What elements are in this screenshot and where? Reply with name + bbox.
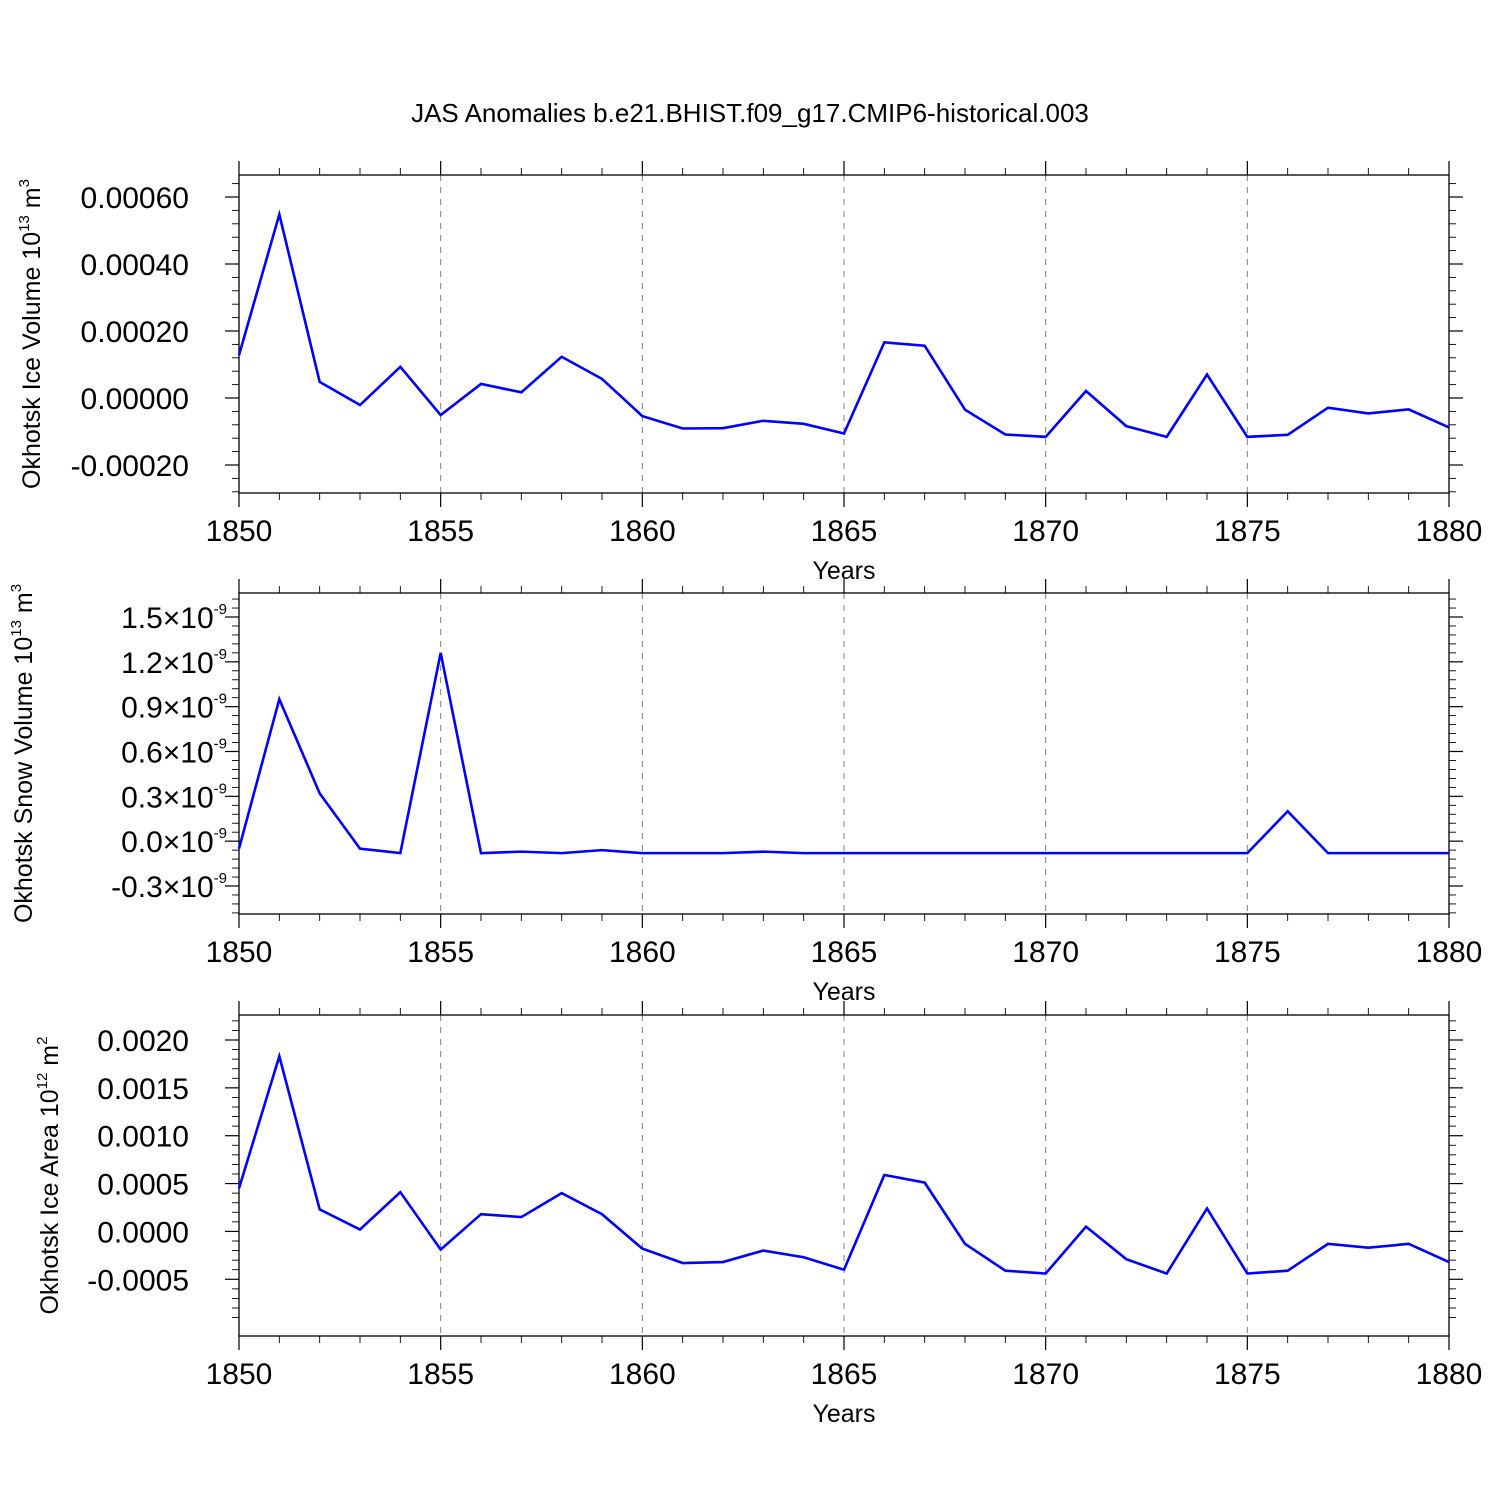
y-tick-label: 0.00020 [81, 316, 189, 349]
x-tick-label: 1880 [1416, 1358, 1483, 1391]
y-tick-label: -0.00020 [71, 450, 189, 483]
figure-title: JAS Anomalies b.e21.BHIST.f09_g17.CMIP6-… [411, 98, 1089, 128]
x-tick-label: 1855 [407, 515, 474, 548]
chart-panel-3: 1850 1855 1860 1865 1870 1875 1880 Years -0.0005… [34, 1001, 1482, 1428]
y-tick-label: 0.0×10-9 [121, 825, 227, 859]
x-tick-label: 1865 [811, 936, 878, 969]
x-tick-label: 1855 [407, 1358, 474, 1391]
x-tick-label: 1860 [609, 515, 676, 548]
x-axis-label: Years [812, 1400, 875, 1428]
x-tick-label: 1870 [1012, 936, 1079, 969]
y-tick-label: 0.3×10-9 [121, 780, 227, 814]
chart-panel-2: 1850 1855 1860 1865 1870 1875 1880Years-0.3×10… [8, 579, 1482, 1006]
y-tick-label: 0.0015 [97, 1073, 189, 1106]
y-tick-label: 0.00040 [81, 249, 189, 282]
x-tick-label: 1855 [407, 936, 474, 969]
y-tick-label: 0.6×10-9 [121, 736, 227, 770]
x-tick-label: 1880 [1416, 515, 1483, 548]
x-tick-label: 1870 [1012, 515, 1079, 548]
x-tick-label: 1870 [1012, 1358, 1079, 1391]
x-tick-label: 1865 [811, 515, 878, 548]
y-tick-label: 0.9×10-9 [121, 691, 227, 725]
chart-panels: 1850 1855 1860 1865 1870 1875 1880 Years -0.0002… [8, 161, 1482, 1428]
x-tick-label: 1880 [1416, 936, 1483, 969]
x-tick-label: 1850 [206, 1358, 273, 1391]
y-tick-label: 0.0000 [97, 1216, 189, 1249]
y-tick-label: 1.5×10-9 [121, 601, 227, 635]
x-tick-label: 1860 [609, 1358, 676, 1391]
y-tick-label: 0.0005 [97, 1169, 189, 1202]
y-axis-label: Okhotsk Snow Volume 1013 m3 [8, 584, 38, 923]
y-axis-label: Okhotsk Ice Area 1012 m2 [34, 1037, 64, 1315]
x-tick-label: 1850 [206, 936, 273, 969]
y-tick-label: -0.3×10-9 [111, 870, 227, 904]
x-tick-label: 1875 [1214, 936, 1281, 969]
y-tick-label: 0.00060 [81, 182, 189, 215]
y-axis-label: Okhotsk Ice Volume 1013 m3 [16, 179, 46, 489]
chart-panel-1: 1850 1855 1860 1865 1870 1875 1880Years-0.0002… [16, 161, 1482, 585]
x-tick-label: 1850 [206, 515, 273, 548]
x-tick-label: 1865 [811, 1358, 878, 1391]
y-tick-label: 0.0020 [97, 1025, 189, 1058]
x-tick-label: 1860 [609, 936, 676, 969]
y-tick-label: 1.2×10-9 [121, 646, 227, 680]
x-tick-label: 1875 [1214, 515, 1281, 548]
y-tick-label: 0.0010 [97, 1121, 189, 1154]
x-tick-label: 1875 [1214, 1358, 1281, 1391]
y-tick-label: 0.00000 [81, 383, 189, 416]
y-tick-label: -0.0005 [87, 1264, 189, 1297]
